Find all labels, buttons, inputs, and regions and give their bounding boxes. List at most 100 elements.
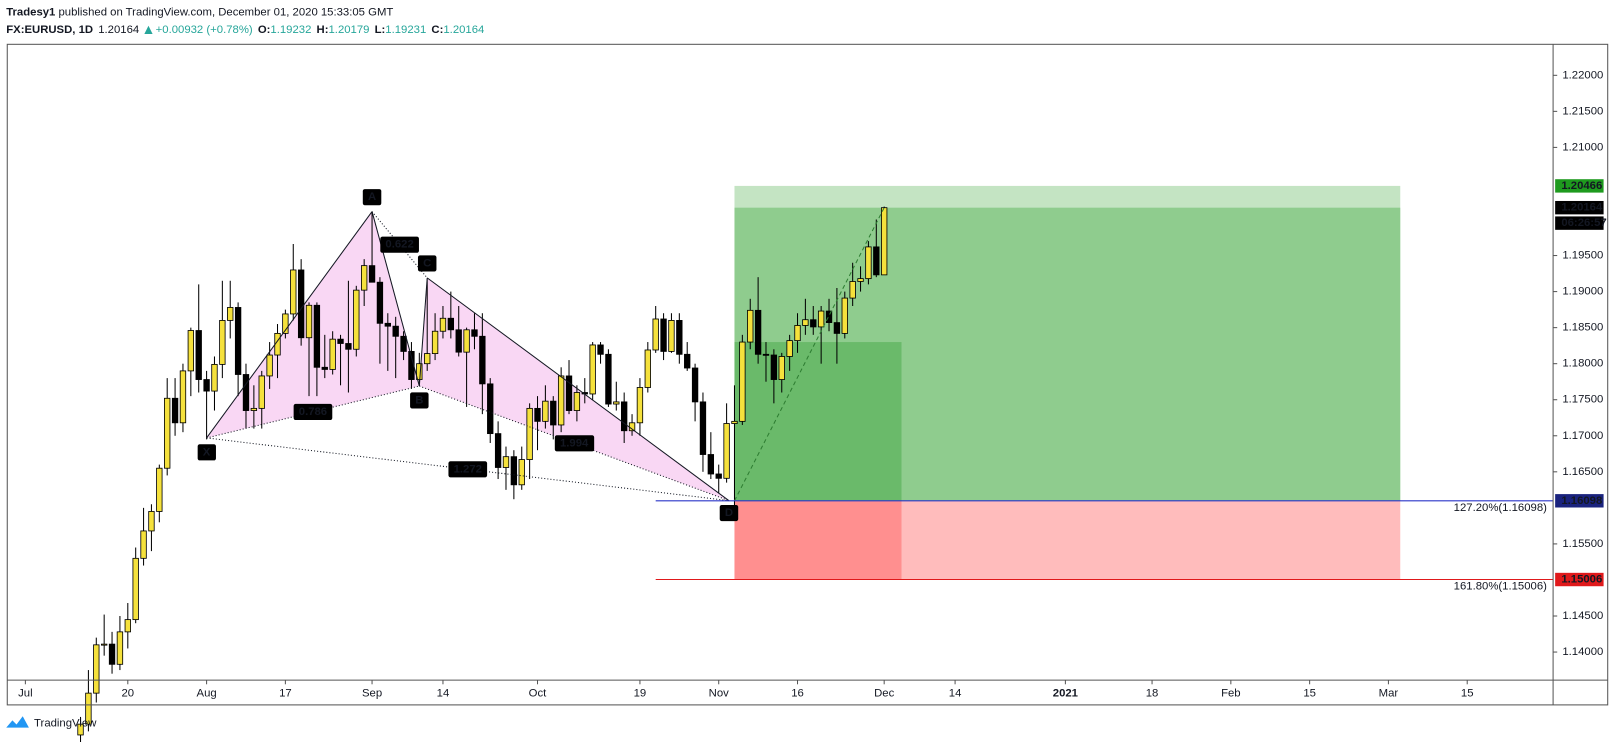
target-tag-bg (1555, 179, 1604, 193)
leg (418, 277, 428, 387)
timer-tag: 06:26:57 (1561, 217, 1606, 229)
ratio-line (206, 385, 420, 439)
candle-body (258, 375, 265, 409)
point-label-bg (362, 189, 382, 206)
candle-body (825, 310, 833, 324)
candle-body (171, 397, 179, 424)
leg (426, 277, 730, 502)
candle-body (873, 246, 880, 276)
x-tick-label: 15 (1303, 688, 1316, 700)
leg (371, 211, 420, 387)
point-label-bg (410, 392, 429, 409)
ratio-label-bg (380, 236, 419, 253)
brand: TradingView (34, 717, 97, 729)
candle-body (211, 363, 218, 392)
candle-body (881, 207, 888, 276)
x-tick-label: Mar (1379, 688, 1399, 700)
author: Tradesy1 (6, 6, 55, 18)
candle-body (266, 354, 273, 377)
candle-body (479, 335, 486, 385)
point-label: A (368, 191, 376, 203)
last-price-tag-bg (1555, 200, 1604, 215)
x-tick-label: 19 (634, 688, 647, 700)
candle-body (668, 320, 675, 352)
c-val: 1.20164 (443, 24, 484, 36)
last-price-tag: 1.20164 (1561, 202, 1603, 214)
candle-body (715, 473, 722, 479)
candle-body (526, 407, 533, 460)
x-tick-label: 18 (1146, 688, 1159, 700)
candle-body (345, 343, 352, 350)
candle-body (424, 353, 431, 365)
y-tick-label: 1.17000 (1562, 430, 1603, 442)
point-label-bg (417, 255, 437, 272)
candle-body (455, 329, 462, 353)
o-val: 1.19232 (270, 24, 311, 36)
level-label: 161.80%(1.15006) (1454, 581, 1547, 593)
symbol: FX:EURUSD, 1D (6, 24, 93, 36)
candle-body (431, 330, 439, 355)
point-label: C (423, 257, 431, 269)
candle-body (699, 401, 707, 455)
candle-body (502, 456, 510, 468)
candle-body (368, 265, 376, 283)
candle-body (227, 307, 234, 321)
point-label: X (203, 446, 211, 458)
y-tick-label: 1.21000 (1562, 141, 1603, 153)
candle-body (754, 309, 762, 355)
candle-body (565, 375, 573, 411)
candle-body (684, 353, 691, 369)
candle-body (187, 330, 195, 372)
y-tick-label: 1.18000 (1562, 358, 1603, 370)
candle-body (707, 454, 715, 475)
y-tick-label: 1.19000 (1562, 286, 1603, 298)
x-tick-label: 16 (791, 688, 804, 700)
h-key: H: (317, 24, 329, 36)
ratio-label-bg (293, 403, 333, 421)
candle-body (219, 320, 226, 365)
candle-body (833, 322, 841, 334)
candle-body (164, 397, 171, 469)
axes: 1.22000 1.21500 1.21000 1.19500 1.19000 1.185… (18, 69, 1607, 699)
candle-body (487, 383, 494, 435)
candle-body (313, 304, 321, 368)
candle-body (297, 269, 305, 339)
published: published on TradingView.com, December 0… (59, 6, 394, 18)
candle-body (471, 329, 478, 337)
y-tick-label: 1.18500 (1562, 322, 1603, 334)
candle-body (116, 631, 124, 665)
x-tick-label: Dec (874, 688, 894, 700)
zones (734, 185, 1401, 580)
pattern-bcd (419, 277, 729, 501)
candle-body (652, 318, 659, 351)
candle-body (518, 459, 525, 486)
up-arrow (144, 25, 153, 35)
change: +0.00932 (+0.78%) (156, 24, 253, 36)
candle-body (337, 338, 344, 344)
logo-icon (6, 716, 29, 728)
point-label: D (725, 507, 733, 519)
y-tick-label: 1.16500 (1562, 466, 1603, 478)
header-line-2: FX:EURUSD, 1D 1.20164 +0.00932 (+0.78%) O:1… (6, 24, 484, 36)
candle-body (557, 375, 565, 426)
leg (206, 211, 373, 439)
y-tick-label: 1.22000 (1562, 69, 1603, 81)
ratio-label: 0.786 (299, 406, 327, 418)
ratio-label: 1.272 (454, 463, 482, 475)
candle-body (613, 401, 620, 405)
candle-body (140, 530, 147, 559)
x-tick-label: 14 (949, 688, 962, 700)
y-tick-label: 1.19500 (1562, 250, 1603, 262)
candle-body (132, 557, 139, 621)
candle-body (353, 289, 360, 350)
y-tick-label: 1.17500 (1562, 394, 1603, 406)
l-val: 1.19231 (385, 24, 426, 36)
header-line-1: Tradesy1 published on TradingView.com, D… (6, 6, 393, 18)
candle-body (290, 269, 297, 315)
x-tick-label: 15 (1461, 688, 1474, 700)
trend-line (734, 207, 885, 502)
x-tick-label: 17 (279, 688, 292, 700)
candle-body (841, 297, 848, 334)
candle-body (250, 407, 258, 411)
